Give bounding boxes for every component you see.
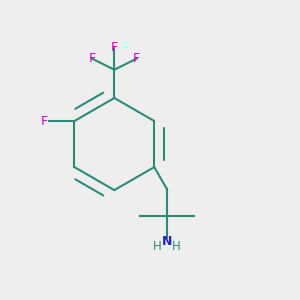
Text: F: F <box>133 52 140 65</box>
Text: F: F <box>88 52 96 65</box>
Text: N: N <box>162 235 172 248</box>
Text: F: F <box>40 115 47 128</box>
Text: H: H <box>172 240 181 254</box>
Text: F: F <box>111 41 118 54</box>
Text: H: H <box>153 240 161 254</box>
